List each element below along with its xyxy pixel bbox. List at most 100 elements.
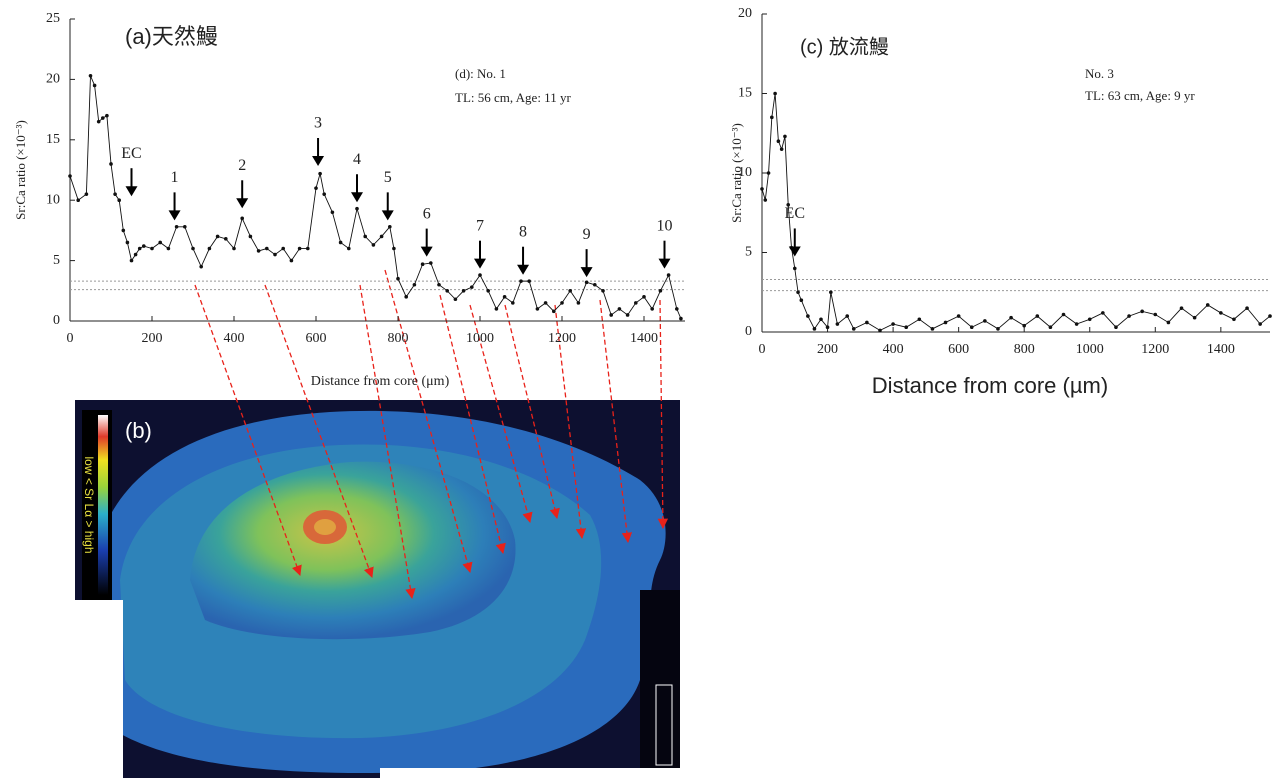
data-point	[502, 295, 507, 299]
data-point	[117, 198, 121, 202]
y-tick-label: 0	[745, 324, 752, 339]
arrow-label: 4	[353, 151, 361, 168]
data-line	[761, 93, 1271, 331]
data-point	[125, 240, 130, 245]
x-tick-label: 1400	[1207, 342, 1235, 357]
x-tick-label: 1000	[1076, 342, 1104, 357]
data-point	[166, 246, 171, 251]
data-point	[760, 187, 764, 191]
data-point	[825, 325, 830, 330]
data-point	[113, 192, 117, 196]
arrow-head	[236, 198, 249, 209]
data-point	[158, 240, 162, 245]
data-point	[1245, 306, 1249, 310]
data-point	[930, 327, 935, 331]
data-point	[634, 301, 638, 305]
x-tick-label: 600	[948, 342, 969, 357]
data-point	[215, 234, 220, 239]
data-point	[88, 73, 93, 78]
data-point	[1009, 315, 1013, 320]
x-tick-label: 400	[883, 342, 904, 357]
data-point	[783, 134, 787, 139]
data-point	[773, 91, 777, 96]
arrow-head	[420, 246, 433, 257]
data-point	[851, 327, 856, 331]
data-point	[289, 258, 294, 263]
data-point	[878, 328, 882, 333]
x-tick-label: 0	[67, 331, 74, 346]
data-point	[1101, 311, 1105, 315]
connectors	[194, 269, 669, 600]
data-point	[453, 297, 458, 302]
data-point	[248, 234, 253, 239]
x-tick-label: 0	[759, 342, 766, 357]
data-point	[792, 266, 797, 271]
data-point	[609, 313, 613, 317]
data-point	[137, 246, 142, 251]
annotation: TL: 63 cm, Age: 9 yr	[1085, 88, 1195, 103]
data-point	[379, 234, 384, 239]
data-point	[650, 307, 654, 311]
arrow-label: 5	[384, 169, 392, 186]
data-point	[297, 246, 302, 251]
data-point	[956, 314, 961, 318]
colorbar-label: low < Sr Lα > high	[82, 457, 96, 554]
data-point	[330, 210, 335, 215]
x-tick-label: 600	[306, 331, 327, 346]
y-axis-label: Sr:Ca ratio (×10⁻³)	[729, 123, 744, 223]
data-point	[770, 115, 774, 120]
arrow-head	[351, 192, 363, 203]
arrow-head	[125, 186, 138, 197]
data-point	[786, 203, 791, 207]
data-point	[429, 261, 433, 265]
data-point	[679, 316, 683, 321]
data-point	[412, 282, 417, 287]
data-point	[445, 289, 450, 293]
data-point	[76, 198, 80, 202]
y-tick-label: 10	[46, 192, 60, 207]
data-point	[535, 307, 540, 311]
arrow-label: 2	[238, 157, 246, 174]
data-point	[1232, 317, 1236, 322]
data-point	[1114, 325, 1118, 330]
data-point	[1258, 322, 1262, 326]
data-point	[92, 83, 97, 88]
arrow-label: 3	[314, 115, 322, 132]
data-point	[363, 234, 368, 239]
data-point	[191, 246, 195, 251]
data-point	[568, 289, 572, 293]
data-point	[796, 290, 800, 295]
data-point	[983, 319, 987, 323]
arrow-label: EC	[785, 205, 805, 222]
image-label: (b)	[125, 418, 152, 443]
data-point	[904, 325, 909, 330]
data-point	[121, 228, 126, 233]
data-point	[1074, 322, 1079, 326]
data-point	[1205, 303, 1210, 307]
annotation: (d): No. 1	[455, 66, 506, 81]
data-point	[355, 206, 359, 211]
data-point	[404, 295, 409, 299]
data-point	[142, 244, 146, 248]
y-tick-label: 0	[53, 313, 60, 328]
data-point	[1061, 312, 1066, 317]
data-point	[314, 186, 318, 190]
x-axis-label: Distance from core (μm)	[311, 374, 450, 389]
data-point	[799, 298, 804, 303]
x-tick-label: 800	[1014, 342, 1035, 357]
data-point	[470, 285, 474, 289]
arrow-label: 7	[476, 217, 484, 234]
arrow-label: 1	[171, 169, 179, 186]
arrow-label: 8	[519, 223, 527, 240]
data-point	[420, 262, 425, 267]
data-point	[105, 113, 109, 118]
x-tick-label: 1000	[466, 331, 494, 346]
data-point	[1048, 325, 1053, 330]
data-point	[829, 290, 833, 295]
arrow-head	[168, 210, 181, 221]
x-tick-label: 1200	[1141, 342, 1169, 357]
data-point	[347, 246, 351, 251]
data-point	[199, 264, 203, 269]
data-point	[511, 301, 515, 305]
